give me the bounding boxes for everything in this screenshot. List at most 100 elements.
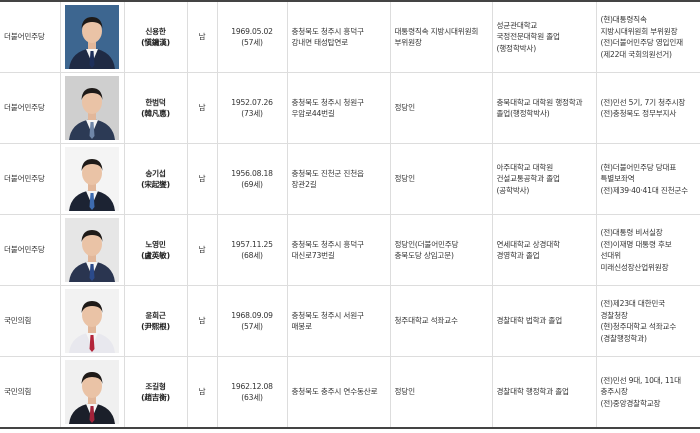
name-korean: 노영민	[145, 239, 166, 249]
name-hanja: (愼鏞漢)	[141, 38, 170, 47]
portrait-image	[65, 76, 119, 140]
candidate-photo	[59, 285, 125, 357]
education-line: 아주대학교 대학원	[496, 162, 554, 172]
address: 충청북도 청주시 서원구 매봉로	[286, 285, 391, 357]
portrait-image	[65, 289, 119, 353]
candidate-name: 조길형 (趙吉衡)	[123, 356, 188, 429]
birth: 1956.08.18	[231, 168, 273, 178]
candidate-row: 더불어민주당 신용한 (愼鏞漢) 남 1969.05.02 (57세) 충청북도…	[0, 0, 700, 73]
career-line: (전)대통령 비서실장	[600, 228, 663, 237]
party: 더불어민주당	[0, 0, 61, 73]
address-line: 우암로44번길	[291, 109, 335, 118]
education-line: (공학박사)	[496, 185, 530, 195]
party: 더불어민주당	[0, 72, 61, 144]
education-line: 충북대학교 대학원 행정학과	[496, 97, 583, 107]
occupation-line: 대통령직속 지방시대위원회	[394, 26, 479, 36]
address-line: 충청북도 청주시 서원구	[291, 310, 364, 320]
candidate-row: 국민의힘 조길형 (趙吉衡) 남 1962.12.08 (63세) 충청북도 충…	[0, 356, 700, 429]
gender: 남	[186, 0, 218, 73]
name-hanja: (宋起燮)	[141, 180, 170, 189]
birth: 1957.11.25	[231, 239, 273, 249]
birth-date: 1957.11.25 (68세)	[216, 214, 288, 286]
name-korean: 신용한	[145, 26, 166, 36]
career-line: 미래신성장산업위원장	[600, 262, 669, 272]
age: (69세)	[241, 180, 263, 189]
career-line: (전)민선 9대, 10대, 11대	[600, 375, 682, 385]
age: (57세)	[241, 38, 263, 47]
address-line: 충청북도 충주시 연수동산로	[291, 387, 378, 397]
candidate-row: 국민의힘 윤희근 (尹熙根) 남 1968.09.09 (57세) 충청북도 청…	[0, 285, 700, 357]
candidate-name: 노영민 (盧英敏)	[123, 214, 188, 286]
career-line: (현)더불어민주당 당대표	[600, 162, 677, 172]
portrait-image	[65, 360, 119, 424]
candidate-photo	[59, 214, 125, 286]
address-line: 충청북도 청주시 흥덕구	[291, 26, 364, 36]
education: 경찰대학 행정학과 졸업	[491, 356, 597, 429]
name-hanja: (尹熙根)	[141, 322, 170, 331]
candidate-photo	[59, 0, 125, 73]
education-line: 졸업(행정학박사)	[496, 109, 550, 118]
career: (현)대통령직속 지방시대위원회 부위원장 (전)더불어민주당 영입인재 (제22대 …	[595, 0, 700, 73]
name-korean: 한범덕	[145, 97, 166, 107]
address: 충청북도 청주시 흥덕구 대신로73번길	[286, 214, 391, 286]
party: 더불어민주당	[0, 143, 61, 215]
candidate-name: 윤희근 (尹熙根)	[123, 285, 188, 357]
address: 충청북도 진천군 진천읍 장관2길	[286, 143, 391, 215]
career-line: (전)제39·40·41대 진천군수	[600, 185, 689, 195]
name-korean: 윤희근	[145, 310, 166, 320]
birth: 1962.12.08	[231, 381, 273, 391]
occupation: 정당인	[389, 72, 493, 144]
party: 국민의힘	[0, 356, 61, 429]
career-line: 경찰청장	[600, 310, 628, 320]
occupation-line: 정당인	[394, 387, 416, 397]
name-korean: 조길형	[145, 381, 166, 391]
career-line: (현)청주대학교 석좌교수	[600, 322, 677, 331]
portrait-image	[65, 218, 119, 282]
gender: 남	[186, 285, 218, 357]
career: (전)민선 5기, 7기 청주시장 (전)충청북도 정무부지사	[595, 72, 700, 144]
education-line: 연세대학교 상경대학	[496, 239, 560, 249]
candidate-row: 더불어민주당 송기섭 (宋起燮) 남 1956.08.18 (69세) 충청북도…	[0, 143, 700, 215]
age: (57세)	[241, 322, 263, 331]
occupation-line: 정당인	[394, 174, 416, 184]
birth: 1969.05.02	[231, 26, 273, 36]
candidate-row: 더불어민주당 한범덕 (韓凡悳) 남 1952.07.26 (73세) 충청북도…	[0, 72, 700, 144]
occupation-line: 충북도당 상임고문)	[394, 251, 454, 260]
address-line: 강내면 태성탑연로	[291, 38, 349, 47]
gender: 남	[186, 72, 218, 144]
occupation-line: 부위원장	[394, 38, 422, 47]
career: (전)제23대 대한민국 경찰청장 (현)청주대학교 석좌교수 (경찰행정학과)	[595, 285, 700, 357]
career: (전)대통령 비서실장 (전)이재명 대통령 후보 선대위 미래신성장산업위원장	[595, 214, 700, 286]
birth: 1968.09.09	[231, 310, 273, 320]
age: (68세)	[241, 251, 263, 260]
career-line: 지방시대위원회 부위원장	[600, 26, 678, 36]
candidate-name: 한범덕 (韓凡悳)	[123, 72, 188, 144]
address-line: 장관2길	[291, 180, 317, 189]
education-line: 경찰대학 법학과 졸업	[496, 316, 563, 326]
education-line: 성균관대학교	[496, 20, 538, 30]
birth-date: 1962.12.08 (63세)	[216, 356, 288, 429]
candidate-name: 신용한 (愼鏞漢)	[123, 0, 188, 73]
education-line: 경찰대학 행정학과 졸업	[496, 387, 569, 397]
occupation: 청주대학교 석좌교수	[389, 285, 493, 357]
birth-date: 1952.07.26 (73세)	[216, 72, 288, 144]
candidate-name: 송기섭 (宋起燮)	[123, 143, 188, 215]
education-line: 건설교통공학과 졸업	[496, 174, 560, 184]
name-hanja: (盧英敏)	[141, 251, 170, 260]
birth-date: 1956.08.18 (69세)	[216, 143, 288, 215]
occupation: 정당인	[389, 356, 493, 429]
name-hanja: (趙吉衡)	[141, 393, 170, 402]
career: (현)더불어민주당 당대표 특별보좌역 (전)제39·40·41대 진천군수	[595, 143, 700, 215]
education-line: 국정전문대학원 졸업	[496, 32, 560, 42]
education-line: (행정학박사)	[496, 43, 537, 53]
gender: 남	[186, 143, 218, 215]
career-line: (제22대 국회의원선거)	[600, 49, 672, 59]
occupation-line: 정당인(더불어민주당	[394, 239, 459, 249]
birth: 1952.07.26	[231, 97, 273, 107]
